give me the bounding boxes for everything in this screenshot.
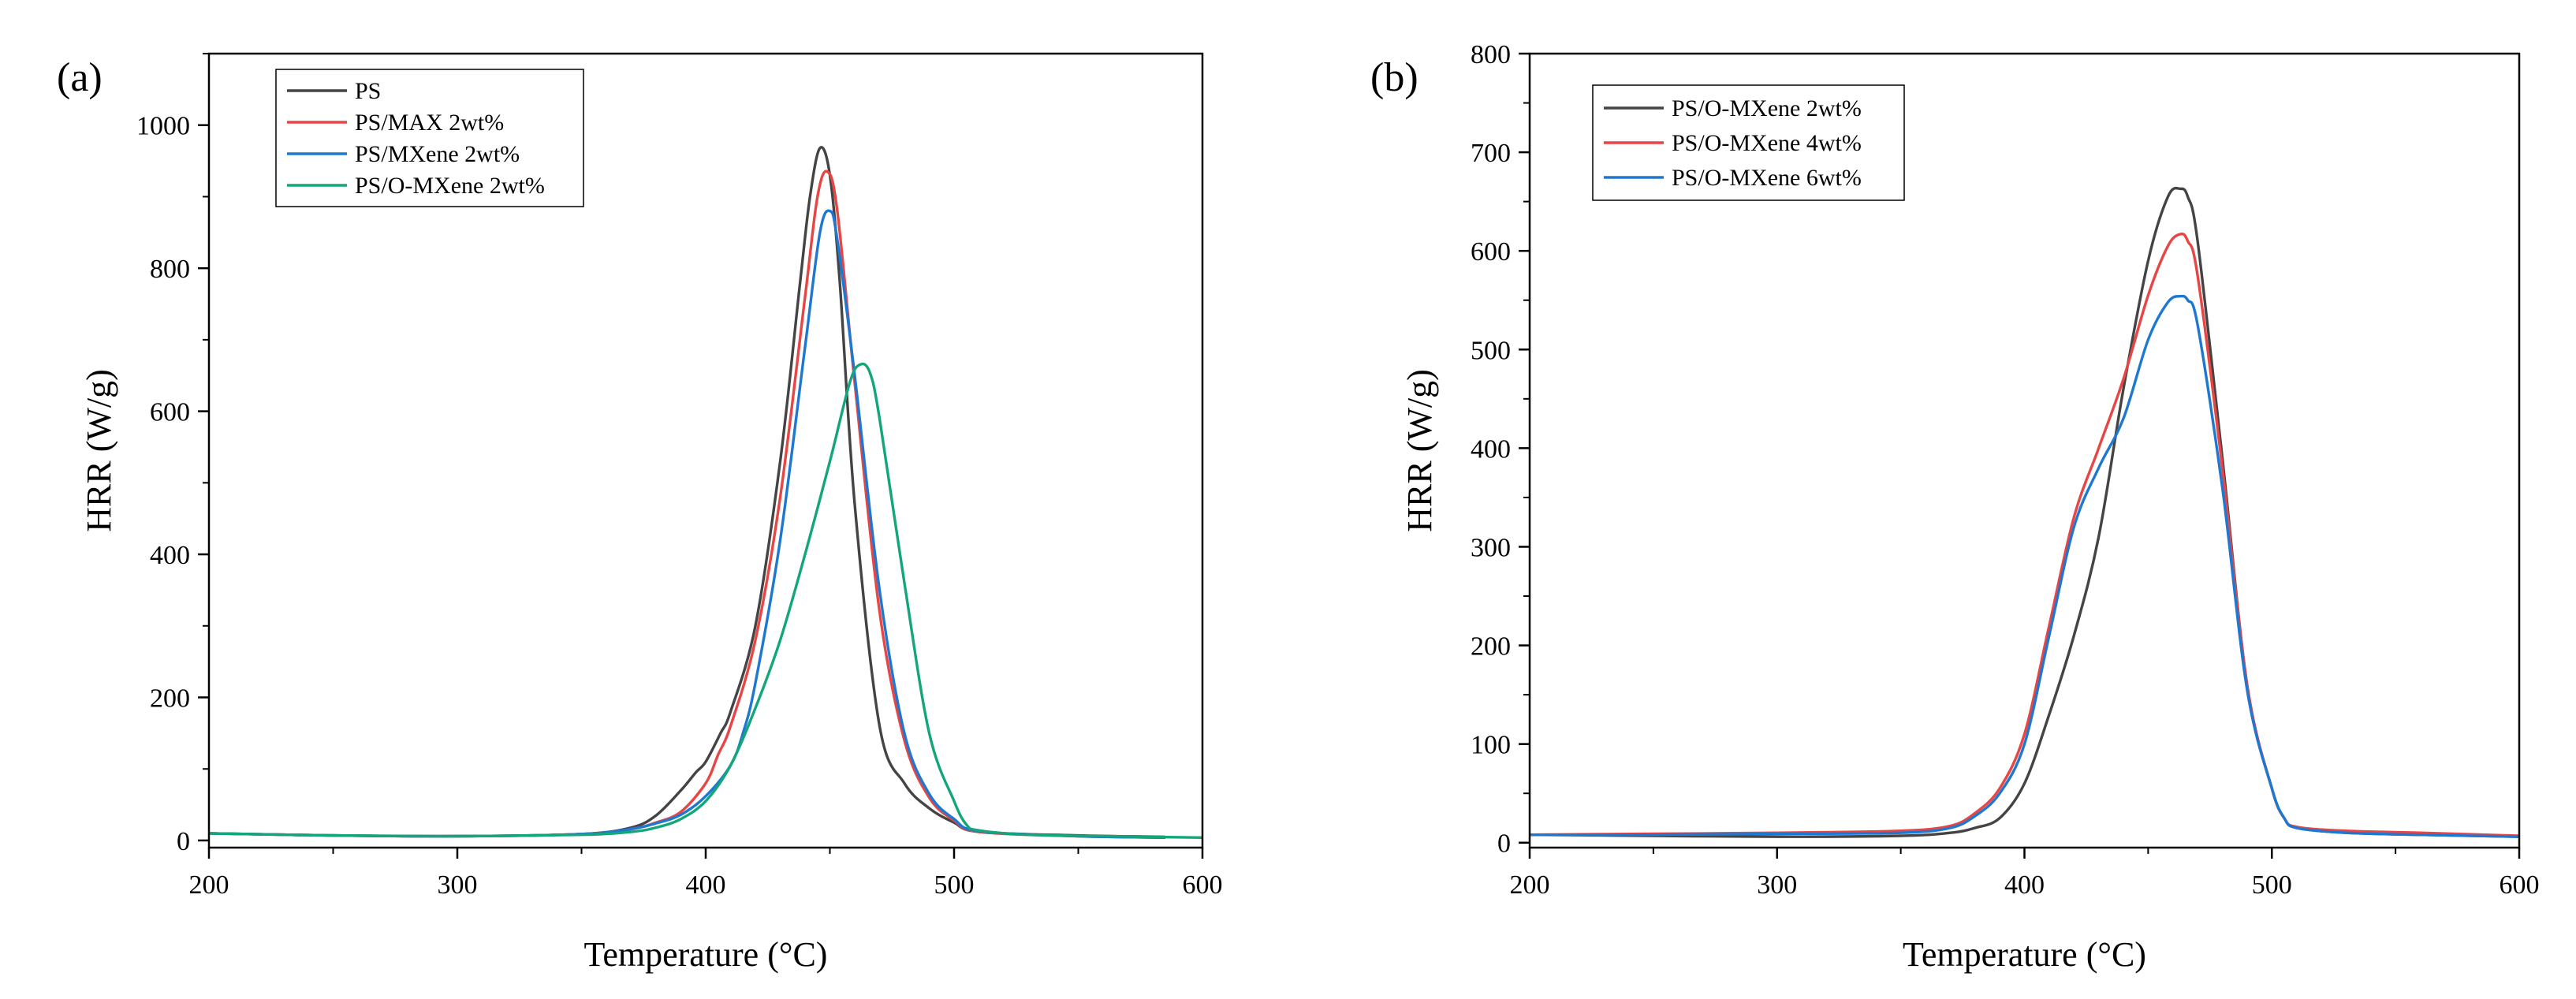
x-axis-title: Temperature (°C) — [1903, 935, 2146, 974]
y-tick-label: 800 — [1471, 40, 1511, 69]
y-tick-label: 1000 — [136, 112, 190, 141]
x-tick-label: 400 — [686, 870, 726, 900]
x-tick-label: 300 — [1757, 870, 1797, 900]
series-line-4 — [209, 362, 1202, 839]
y-tick-label: 400 — [1471, 434, 1511, 464]
y-tick-label: 600 — [150, 398, 190, 427]
x-tick-label: 200 — [189, 870, 229, 900]
x-tick-label: 500 — [2252, 870, 2292, 900]
legend-entry: PS/O-MXene 4wt% — [1672, 130, 1862, 156]
x-tick-label: 300 — [438, 870, 478, 900]
chart-panel-2: 200 300 400 500 600 0 100 200 300 400 500 600 700 800… — [1370, 40, 2540, 974]
legend-box — [275, 69, 584, 207]
y-tick-label: 300 — [1471, 533, 1511, 562]
legend-entry: PS/MXene 2wt% — [355, 141, 520, 167]
x-tick-label: 500 — [934, 870, 975, 900]
y-tick-label: 200 — [1471, 632, 1511, 662]
x-tick-label: 200 — [1510, 870, 1550, 900]
x-tick-label: 600 — [1183, 870, 1223, 900]
chart-panel-1: 200 300 400 500 600 0 200 400 600 800 1000 Temperat… — [57, 52, 1223, 974]
panel-label: (b) — [1370, 55, 1418, 100]
legend-entry: PS/O-MXene 2wt% — [1672, 95, 1862, 121]
x-tick-label: 600 — [2500, 870, 2540, 900]
y-tick-label: 100 — [1471, 731, 1511, 760]
series-line-3 — [1530, 294, 2519, 838]
y-tick-label: 0 — [177, 827, 190, 856]
y-tick-label: 800 — [150, 255, 190, 284]
legend-entry: PS/MAX 2wt% — [355, 110, 504, 136]
legend-entry: PS — [355, 78, 381, 104]
panel-label: (a) — [57, 55, 103, 100]
y-axis-title: HRR (W/g) — [1400, 369, 1439, 532]
y-tick-label: 200 — [150, 684, 190, 713]
series-line-1 — [209, 146, 1165, 839]
y-tick-label: 400 — [150, 541, 190, 570]
series-line-2 — [209, 170, 1165, 839]
legend-entry: PS/O-MXene 6wt% — [1672, 165, 1862, 191]
x-tick-label: 400 — [2004, 870, 2045, 900]
y-tick-label: 700 — [1471, 139, 1511, 168]
y-tick-label: 600 — [1471, 237, 1511, 267]
legend-entry: PS/O-MXene 2wt% — [355, 173, 545, 199]
series-line-3 — [209, 209, 1165, 839]
x-axis-title: Temperature (°C) — [584, 935, 828, 974]
y-axis-title: HRR (W/g) — [80, 369, 118, 532]
y-tick-label: 500 — [1471, 336, 1511, 365]
y-tick-label: 0 — [1497, 829, 1511, 859]
